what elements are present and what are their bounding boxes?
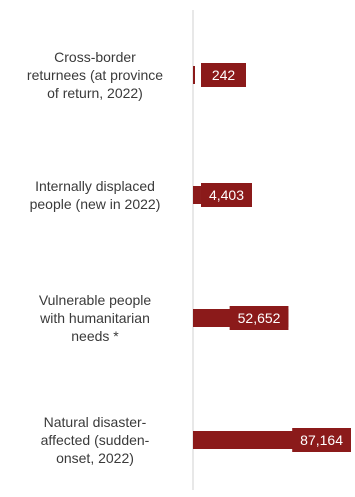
value-label-3: 52,652 <box>238 310 281 326</box>
category-label-line: people (new in 2022) <box>30 196 161 212</box>
value-label-box-3 <box>229 306 289 330</box>
category-label-line: Cross-border <box>54 49 136 65</box>
value-label-2: 4,403 <box>209 187 244 203</box>
value-label-box-1 <box>201 63 246 87</box>
value-label-box-2 <box>201 183 252 207</box>
category-label-line: with humanitarian <box>39 310 150 326</box>
category-label-line: affected (sudden- <box>41 432 150 448</box>
bar-1 <box>193 66 195 84</box>
category-label-4: Natural disaster-affected (sudden-onset,… <box>41 414 150 466</box>
value-label-4: 87,164 <box>300 432 343 448</box>
category-label-line: Internally displaced <box>35 178 155 194</box>
category-label-line: needs * <box>71 328 119 344</box>
value-label-box-4 <box>292 428 351 452</box>
category-label-line: returnees (at province <box>27 67 163 83</box>
category-label-line: onset, 2022) <box>56 450 134 466</box>
value-label-1: 242 <box>212 67 236 83</box>
category-label-line: Vulnerable people <box>39 292 152 308</box>
category-label-line: Natural disaster- <box>44 414 147 430</box>
bar-2 <box>193 186 201 204</box>
category-label-1: Cross-border returnees (at province of ret… <box>27 49 163 101</box>
category-label-line: of return, 2022) <box>47 85 143 101</box>
category-label-3: Vulnerable people with humanitarian needs … <box>39 292 152 344</box>
category-label-2: Internally displaced people (new in 2022) <box>30 178 161 212</box>
